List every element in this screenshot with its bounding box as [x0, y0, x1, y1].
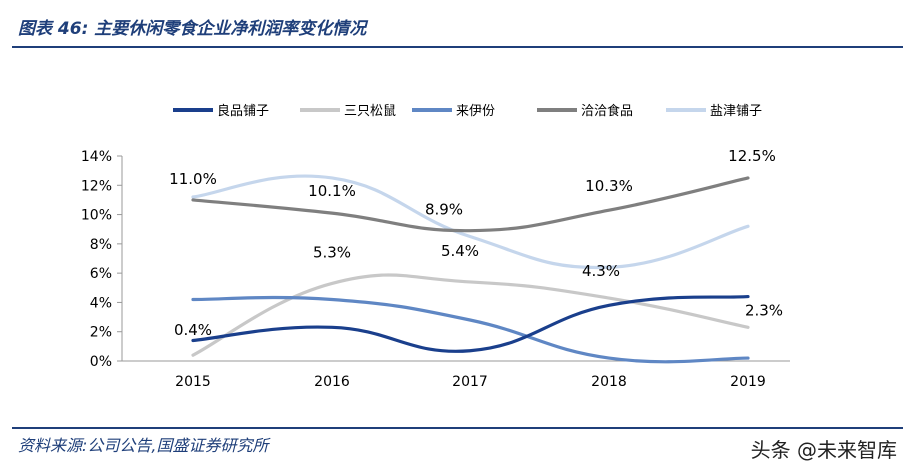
data-label: 10.1%	[308, 182, 356, 200]
data-labels: 11.0% 10.1% 8.9% 10.3% 12.5% 0.4% 5.3% 5.4% 4.3%…	[169, 147, 783, 339]
data-label: 8.9%	[425, 201, 463, 219]
y-tick-label: 14%	[81, 149, 112, 165]
y-tick-label: 6%	[90, 266, 112, 282]
series-line-0	[191, 294, 750, 353]
y-tick-label: 2%	[90, 325, 112, 341]
source-divider	[12, 427, 903, 429]
legend-label: 来伊份	[456, 104, 495, 119]
x-tick-label: 2018	[591, 374, 627, 390]
legend-label: 良品铺子	[217, 103, 269, 119]
x-tick-label: 2019	[730, 374, 766, 390]
x-tick-label: 2017	[452, 374, 488, 390]
x-tick-label: 2016	[314, 374, 350, 390]
legend-label: 盐津铺子	[710, 104, 762, 119]
x-tick-label: 2015	[175, 374, 211, 390]
y-tick-label: 12%	[81, 178, 112, 194]
y-tick-label: 8%	[90, 237, 112, 253]
series-line-2	[191, 295, 750, 364]
y-tick-label: 10%	[81, 208, 112, 224]
data-label: 0.4%	[174, 321, 212, 339]
y-tick-label: 4%	[90, 295, 112, 311]
y-tick-label: 0%	[90, 354, 112, 370]
data-label: 5.3%	[313, 243, 351, 261]
series-lines	[191, 174, 750, 364]
series-line-3	[191, 176, 750, 233]
legend-label: 洽洽食品	[581, 103, 633, 119]
data-label: 5.4%	[441, 242, 479, 260]
data-label: 10.3%	[585, 177, 633, 195]
data-label: 2.3%	[745, 301, 783, 319]
watermark: 头条 @未来智库	[750, 438, 897, 462]
source-note: 资料来源:公司公告,国盛证券研究所	[18, 436, 269, 455]
data-label: 4.3%	[582, 262, 620, 280]
legend-label: 三只松鼠	[344, 104, 396, 119]
axes: 0% 2% 4% 6% 8% 10% 12% 14% 2015 2016 2017 2018 2019	[81, 149, 790, 390]
series-line-1	[191, 273, 750, 357]
series-line-4	[191, 174, 750, 270]
title-divider	[12, 46, 903, 48]
data-label: 12.5%	[728, 147, 776, 165]
data-label: 11.0%	[169, 170, 217, 188]
legend: 良品铺子 三只松鼠 来伊份 洽洽食品 盐津铺子	[173, 103, 762, 119]
figure-title: 图表 46: 主要休闲零食企业净利润率变化情况	[18, 19, 367, 39]
